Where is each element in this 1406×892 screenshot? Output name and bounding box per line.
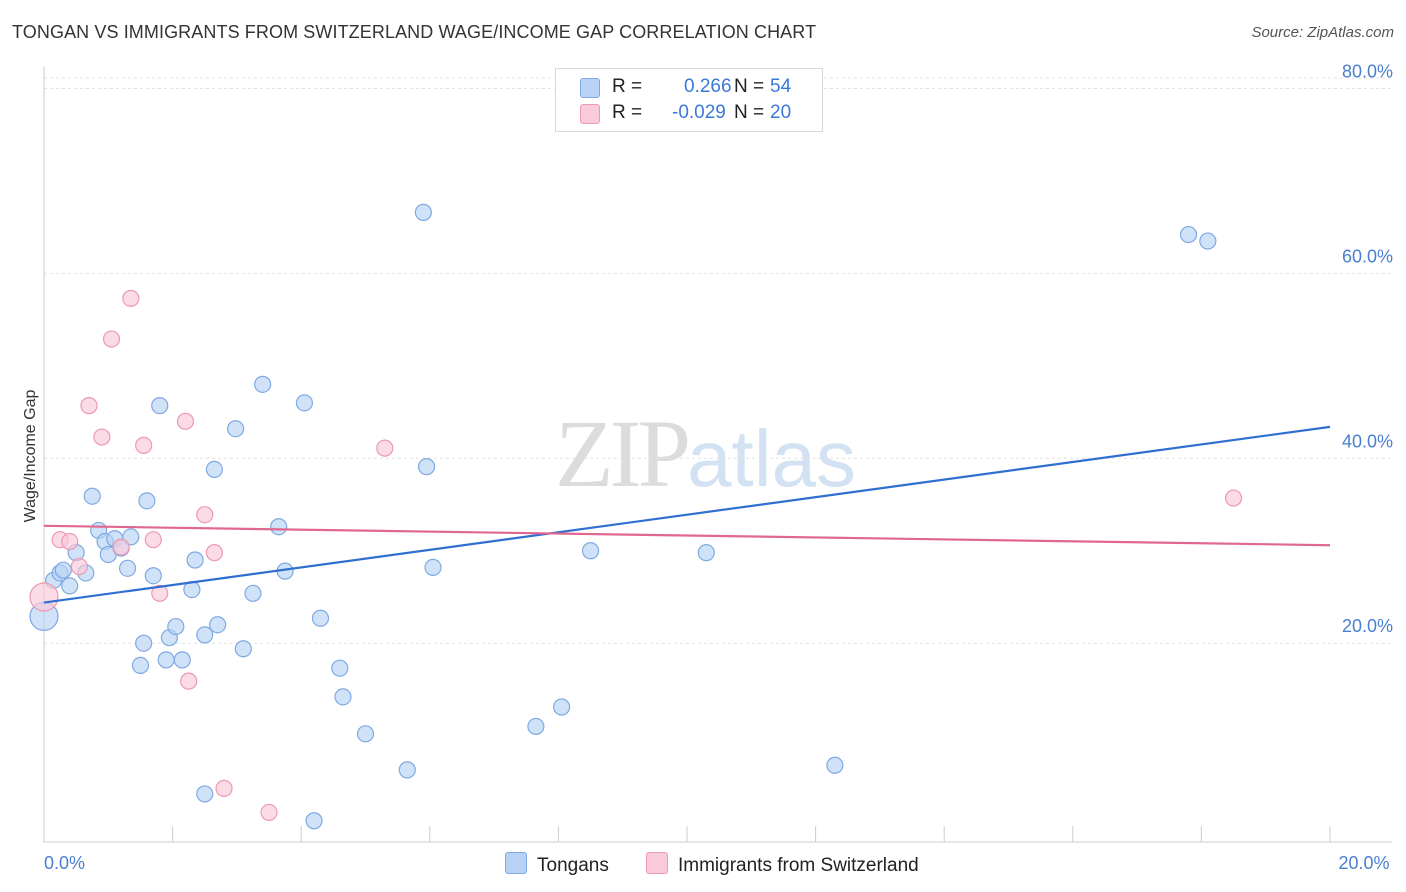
legend-r-value: 0.266 xyxy=(684,76,732,97)
switzerland-point xyxy=(151,584,169,602)
legend-swatch-tongans xyxy=(580,78,600,98)
tongans-point xyxy=(138,492,156,510)
watermark: ZIPatlas xyxy=(555,398,856,509)
tongans-point xyxy=(196,626,214,644)
tongans-point xyxy=(151,397,169,415)
trend-lines xyxy=(43,425,1331,604)
x-tick-label: 20.0% xyxy=(1338,853,1389,873)
switzerland-point xyxy=(61,532,79,551)
y-tick-label: 20.0% xyxy=(1342,616,1393,636)
tongans-point xyxy=(205,460,223,479)
tongans-point xyxy=(157,651,175,669)
tongans-point xyxy=(144,567,162,585)
switzerland-point xyxy=(260,803,278,822)
bottom-legend-label-immigrants-switzerland: Immigrants from Switzerland xyxy=(678,855,919,876)
tongans-point xyxy=(61,577,79,595)
switzerland-point xyxy=(215,779,233,797)
tick-labels: 20.0% 40.0% 60.0% 80.0% 0.0% 20.0% xyxy=(44,61,1393,873)
y-tick-label: 60.0% xyxy=(1342,246,1393,266)
switzerland-point xyxy=(135,436,153,454)
tongans-point xyxy=(305,812,323,830)
tongans-point xyxy=(311,609,330,627)
switzerland-point xyxy=(80,397,98,415)
legend-n-label: N = xyxy=(734,76,765,97)
tongans-point xyxy=(254,375,272,393)
legend-n-label: N = xyxy=(734,102,765,123)
tongans-point xyxy=(334,688,352,706)
tongans-point xyxy=(244,584,262,602)
switzerland-point xyxy=(1224,489,1243,507)
legend-swatch-immigrants-switzerland xyxy=(580,104,600,124)
switzerland-point xyxy=(93,428,111,446)
tongans-point xyxy=(398,761,416,779)
tongans-point xyxy=(826,756,844,774)
tongans-point xyxy=(135,634,153,652)
switzerland-point xyxy=(102,330,121,348)
y-tick-label: 40.0% xyxy=(1342,431,1393,451)
legend-r-label: R = xyxy=(612,102,643,123)
tongans-point xyxy=(424,558,442,577)
tongans-point xyxy=(186,551,204,569)
tongans-point xyxy=(196,785,214,803)
switzerland-point xyxy=(205,544,223,562)
source-credit: Source: ZipAtlas.com xyxy=(1251,24,1394,41)
tongans-point xyxy=(227,420,245,438)
tongans-point xyxy=(131,656,150,675)
tongans-point xyxy=(331,659,349,677)
legend-n-value: 54 xyxy=(770,76,792,97)
y-axis-label: Wage/Income Gap xyxy=(22,390,39,523)
data-points xyxy=(29,203,1243,830)
tongans-point xyxy=(527,717,545,736)
x-tick-label: 0.0% xyxy=(44,853,85,873)
tongans-point xyxy=(209,616,227,634)
tongans-point xyxy=(356,725,375,743)
correlation-legend: R = 0.266 N = 54 R = -0.029 N = 20 xyxy=(555,68,823,132)
bottom-legend-swatch-immigrants-switzerland xyxy=(646,852,668,874)
bottom-legend-tongans: Tongans xyxy=(505,852,609,877)
watermark-zip: ZIP xyxy=(555,400,691,507)
tongans-point xyxy=(83,487,101,505)
bottom-legend-swatch-tongans xyxy=(505,852,527,874)
tongans-point xyxy=(270,518,288,536)
tongans-point xyxy=(581,542,600,560)
tongans-trend-line xyxy=(43,425,1331,604)
switzerland-point xyxy=(176,412,195,430)
tongans-point xyxy=(167,617,185,636)
legend-r-value: -0.029 xyxy=(672,102,726,123)
tongans-point xyxy=(54,561,72,579)
tongans-point xyxy=(553,698,571,716)
switzerland-point xyxy=(144,531,162,549)
chart-title: TONGAN VS IMMIGRANTS FROM SWITZERLAND WA… xyxy=(12,22,817,42)
tongans-point xyxy=(118,559,137,577)
tongans-point xyxy=(234,640,252,658)
switzerland-point xyxy=(122,289,140,307)
switzerland-trend-line xyxy=(43,524,1331,547)
bottom-legend-label-tongans: Tongans xyxy=(537,855,609,876)
gridlines xyxy=(44,77,1392,644)
switzerland-point xyxy=(196,506,214,524)
tongans-point xyxy=(173,651,191,669)
legend-n-value: 20 xyxy=(770,102,792,123)
axes xyxy=(43,66,1392,843)
switzerland-point xyxy=(70,557,88,576)
tongans-point xyxy=(417,458,436,476)
switzerland-point xyxy=(376,439,394,457)
tongans-point xyxy=(414,203,432,221)
bottom-legend-immigrants-switzerland: Immigrants from Switzerland xyxy=(646,852,919,877)
y-tick-label: 80.0% xyxy=(1342,61,1393,81)
switzerland-point xyxy=(29,582,59,612)
legend-r-label: R = xyxy=(612,76,643,97)
tongans-point xyxy=(697,544,715,562)
tongans-point xyxy=(295,394,314,412)
switzerland-point xyxy=(180,672,198,690)
tongans-point xyxy=(1179,225,1198,244)
switzerland-point xyxy=(112,538,130,556)
tongans-point xyxy=(1199,232,1217,250)
